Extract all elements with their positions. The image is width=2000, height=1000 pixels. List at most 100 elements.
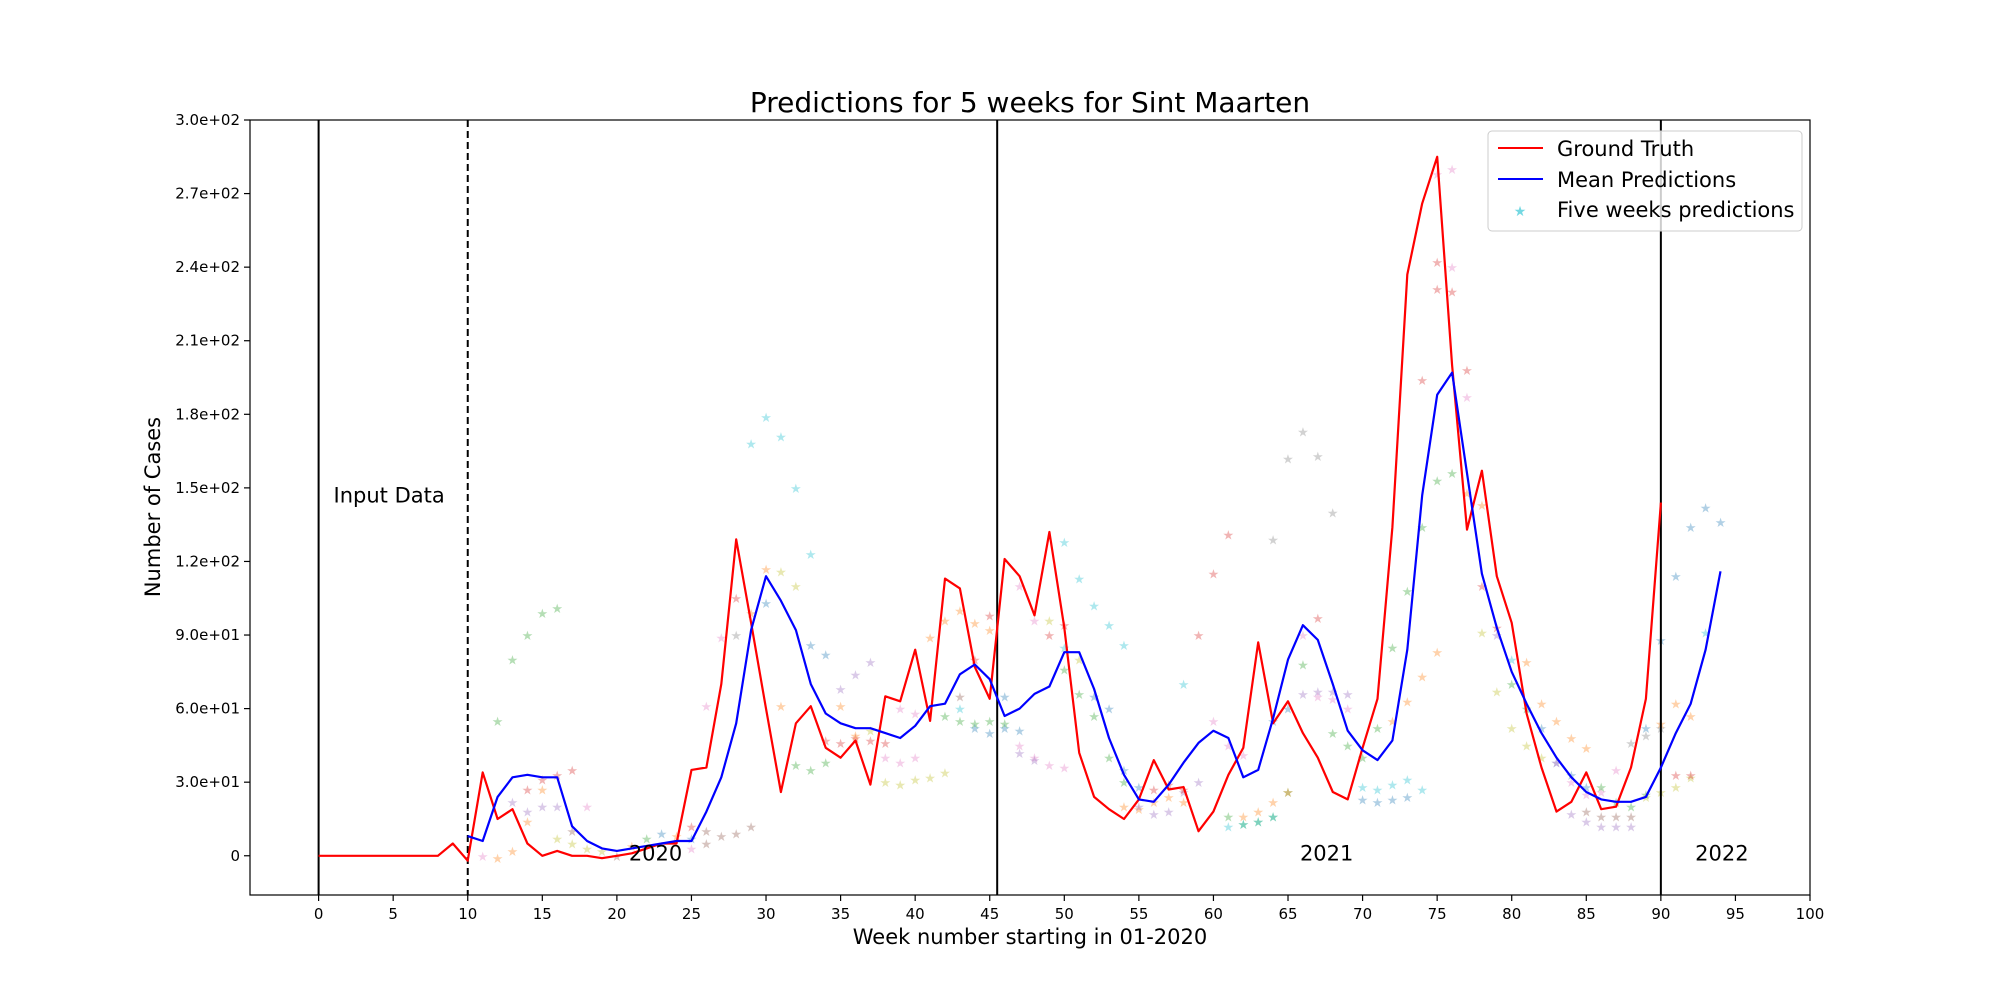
prediction-point: ★ (1610, 764, 1622, 779)
legend-swatch-five-weeks: ★ (1514, 204, 1527, 220)
prediction-point: ★ (1267, 533, 1279, 548)
prediction-point: ★ (1029, 614, 1041, 629)
prediction-point: ★ (686, 842, 698, 857)
prediction-point: ★ (790, 580, 802, 595)
prediction-point: ★ (1014, 580, 1026, 595)
legend-label-ground-truth: Ground Truth (1557, 137, 1694, 161)
prediction-point: ★ (775, 430, 787, 445)
prediction-point: ★ (522, 806, 534, 821)
x-tick-label: 45 (980, 905, 999, 923)
prediction-point: ★ (1416, 374, 1428, 389)
prediction-point: ★ (805, 548, 817, 563)
prediction-point: ★ (1178, 796, 1190, 811)
prediction-point: ★ (1372, 784, 1384, 799)
x-tick-label: 100 (1796, 905, 1825, 923)
prediction-point: ★ (1058, 761, 1070, 776)
prediction-point: ★ (1088, 690, 1100, 705)
prediction-point: ★ (1446, 286, 1458, 301)
prediction-point: ★ (939, 710, 951, 725)
prediction-point: ★ (880, 776, 892, 791)
prediction-point: ★ (1133, 803, 1145, 818)
prediction-point: ★ (969, 654, 981, 669)
prediction-point: ★ (1282, 786, 1294, 801)
prediction-point: ★ (984, 727, 996, 742)
prediction-point: ★ (999, 722, 1011, 737)
prediction-point: ★ (1461, 487, 1473, 502)
prediction-point: ★ (1267, 811, 1279, 826)
prediction-point: ★ (1387, 715, 1399, 730)
prediction-point: ★ (760, 597, 772, 612)
prediction-point: ★ (1685, 710, 1697, 725)
x-tick-label: 75 (1428, 905, 1447, 923)
prediction-point: ★ (1625, 820, 1637, 835)
prediction-point: ★ (1223, 820, 1235, 835)
prediction-point: ★ (701, 825, 713, 840)
prediction-point: ★ (954, 703, 966, 718)
prediction-point: ★ (1640, 791, 1652, 806)
prediction-point: ★ (999, 717, 1011, 732)
prediction-point: ★ (1476, 499, 1488, 514)
prediction-point: ★ (999, 690, 1011, 705)
prediction-point: ★ (1163, 806, 1175, 821)
prediction-point: ★ (1223, 811, 1235, 826)
prediction-point: ★ (1297, 629, 1309, 644)
y-tick-label: 1.8e+02 (175, 405, 240, 423)
prediction-point: ★ (1401, 695, 1413, 710)
prediction-point: ★ (1357, 752, 1369, 767)
prediction-point: ★ (1580, 815, 1592, 830)
legend-label-mean-predictions: Mean Predictions (1557, 168, 1736, 192)
prediction-point: ★ (909, 708, 921, 723)
prediction-point: ★ (1103, 752, 1115, 767)
prediction-point: ★ (1580, 742, 1592, 757)
y-tick-label: 1.5e+02 (175, 479, 240, 497)
prediction-point: ★ (909, 752, 921, 767)
prediction-point: ★ (1521, 656, 1533, 671)
prediction-point: ★ (775, 700, 787, 715)
annotation-layer: Input Data 2020 2021 2022 (334, 484, 1749, 866)
prediction-point: ★ (969, 722, 981, 737)
prediction-point: ★ (701, 700, 713, 715)
prediction-point: ★ (701, 837, 713, 852)
prediction-point: ★ (1446, 467, 1458, 482)
prediction-point: ★ (1267, 796, 1279, 811)
prediction-point: ★ (1357, 793, 1369, 808)
prediction-point: ★ (522, 629, 534, 644)
prediction-point: ★ (596, 845, 608, 860)
prediction-point: ★ (1536, 698, 1548, 713)
prediction-point: ★ (492, 852, 504, 867)
prediction-point: ★ (1029, 752, 1041, 767)
prediction-point: ★ (1580, 781, 1592, 796)
chart-title: Predictions for 5 weeks for Sint Maarten (750, 86, 1310, 119)
x-tick-label: 35 (831, 905, 850, 923)
prediction-point: ★ (1148, 796, 1160, 811)
prediction-point: ★ (1237, 818, 1249, 833)
prediction-point: ★ (581, 801, 593, 816)
x-tick-label: 90 (1651, 905, 1670, 923)
annotation: 2020 (629, 842, 682, 866)
prediction-point: ★ (1252, 815, 1264, 830)
prediction-point: ★ (1044, 629, 1056, 644)
prediction-point: ★ (805, 764, 817, 779)
prediction-point: ★ (745, 607, 757, 622)
prediction-point: ★ (1282, 703, 1294, 718)
prediction-point: ★ (1551, 757, 1563, 772)
x-tick-label: 80 (1502, 905, 1521, 923)
x-tick-label: 0 (314, 905, 324, 923)
prediction-point: ★ (1044, 614, 1056, 629)
scatter-layer: ★ ★ ★ ★ ★ ★ ★ ★ ★ ★ ★ ★ ★ ★ ★ ★ ★ ★ ★ ★ ★ ★ ★ ★ ★ ★ ★ ★ ★ ★ ★ ★ ★ ★ ★ ★ ★ ★ ★ ★… (477, 163, 1727, 867)
annotation: 2022 (1695, 842, 1748, 866)
prediction-point: ★ (924, 631, 936, 646)
prediction-point: ★ (880, 737, 892, 752)
prediction-point: ★ (1506, 722, 1518, 737)
prediction-point: ★ (522, 784, 534, 799)
y-tick-label: 2.4e+02 (175, 258, 240, 276)
prediction-point: ★ (671, 830, 683, 845)
prediction-point: ★ (984, 624, 996, 639)
prediction-point: ★ (1372, 722, 1384, 737)
prediction-point: ★ (1446, 163, 1458, 178)
prediction-point: ★ (790, 759, 802, 774)
prediction-point: ★ (1327, 506, 1339, 521)
prediction-point: ★ (1058, 663, 1070, 678)
prediction-point: ★ (1685, 769, 1697, 784)
